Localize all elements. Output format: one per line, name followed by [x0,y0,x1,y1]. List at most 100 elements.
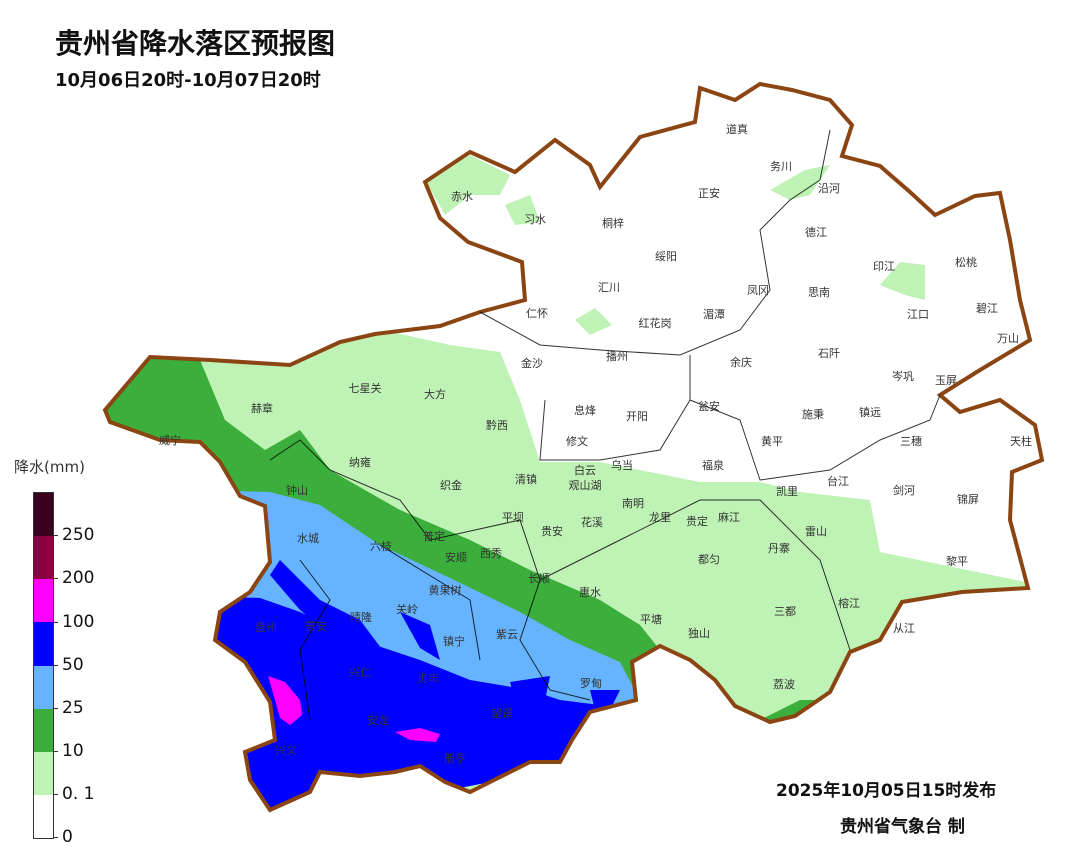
county-label: 碧江 [976,302,998,315]
county-label: 都匀 [698,553,720,566]
county-label: 惠水 [579,586,601,599]
county-label: 水城 [297,532,319,545]
county-label: 普安 [305,620,327,633]
legend-tick-label: 10 [62,741,84,761]
county-label: 沿河 [818,182,840,195]
county-label: 钟山 [286,484,308,497]
legend-tick-label: 200 [62,568,95,588]
county-label: 红花岗 [638,317,672,330]
county-label: 黎平 [946,555,968,568]
legend-swatch-10-25 [34,708,53,752]
county-label: 榕江 [838,597,860,610]
county-label: 贵定 [686,515,708,528]
county-label: 兴仁 [349,666,371,679]
zone-moderate-rain [105,350,820,730]
county-label: 大方 [424,388,446,401]
legend-tick-label: 0 [62,827,73,847]
county-label: 道真 [726,123,748,136]
county-label: 紫云 [496,628,518,641]
legend-swatch-50-100 [34,622,53,666]
county-label: 七星关 [348,382,382,395]
county-label: 习水 [524,213,546,226]
legend-colorbar [33,492,54,839]
county-label: 仁怀 [526,307,548,320]
county-label: 平坝 [502,511,524,524]
county-label: 荔波 [773,678,795,691]
county-label: 台江 [827,475,849,488]
county-label: 岑巩 [892,370,914,383]
legend-tick-label: 100 [62,612,95,632]
legend-tick-label: 50 [62,655,84,675]
county-label: 息烽 [574,404,596,417]
legend-tick-mark [53,535,58,536]
county-label: 赤水 [451,190,473,203]
legend-swatch-200-250 [34,536,53,580]
county-label: 金沙 [521,357,543,370]
county-label: 关岭 [396,603,418,616]
legend-tick-mark [53,708,58,709]
county-label: 剑河 [893,484,915,497]
county-label: 罗甸 [580,677,602,690]
county-label: 黔西 [486,419,508,432]
county-label: 乌当 [611,459,633,472]
county-label: 万山 [997,332,1019,345]
county-label: 纳雍 [349,456,371,469]
county-label: 思南 [808,286,830,299]
county-label: 正安 [698,187,720,200]
county-label: 六枝 [370,540,392,553]
zone-light-rain-north [425,155,925,335]
county-label: 天柱 [1010,435,1032,448]
legend-tick-label: 250 [62,525,95,545]
county-label: 汇川 [598,281,620,294]
county-label: 施秉 [802,408,824,421]
county-label: 三穗 [900,435,922,448]
legend-tick-mark [53,794,58,795]
legend-swatch-0-0.1 [34,794,53,838]
county-label: 麻江 [718,511,740,524]
city-boundaries [269,129,941,721]
legend-swatch-above-250 [34,493,53,537]
county-label: 三都 [774,605,796,618]
legend-swatch-0.1-10 [34,751,53,795]
issuer: 贵州省气象台 制 [840,817,965,837]
county-label: 雷山 [805,525,827,538]
county-label: 黄平 [761,435,783,448]
issue-time: 2025年10月05日15时发布 [776,781,997,801]
county-label: 龙里 [649,511,671,524]
county-label: 松桃 [955,256,977,269]
county-label: 修文 [566,435,588,448]
county-label: 安顺 [445,551,467,564]
county-label: 江口 [907,308,929,321]
county-label: 花溪 [581,516,603,529]
county-label: 普定 [423,530,445,543]
county-label: 织金 [440,479,462,492]
legend-tick-label: 25 [62,698,84,718]
legend-swatch-100-200 [34,579,53,623]
legend-tick-mark [53,622,58,623]
county-label: 赫章 [251,402,273,415]
legend-swatch-25-50 [34,665,53,709]
county-label: 绥阳 [655,250,677,263]
zone-rainstorm [200,560,620,810]
county-label: 盘州 [255,621,277,634]
county-label: 长顺 [528,572,550,585]
county-label: 播州 [606,350,628,363]
county-label: 瓮安 [698,400,720,413]
legend-tick-mark [53,837,58,838]
legend-title: 降水(mm) [14,458,85,476]
legend-tick-label: 0. 1 [62,784,95,804]
county-label: 丹寨 [768,542,790,555]
county-label: 桐梓 [602,217,624,230]
county-label: 福泉 [702,459,724,472]
county-label: 锦屏 [957,493,979,506]
legend-tick-mark [53,578,58,579]
legend-tick-mark [53,751,58,752]
county-label: 观山湖 [568,479,602,492]
county-label: 独山 [688,627,710,640]
legend-tick-mark [53,665,58,666]
county-label: 西秀 [480,547,502,560]
county-label: 石阡 [818,347,840,360]
county-label: 镇宁 [443,635,465,648]
county-label: 凯里 [776,485,798,498]
